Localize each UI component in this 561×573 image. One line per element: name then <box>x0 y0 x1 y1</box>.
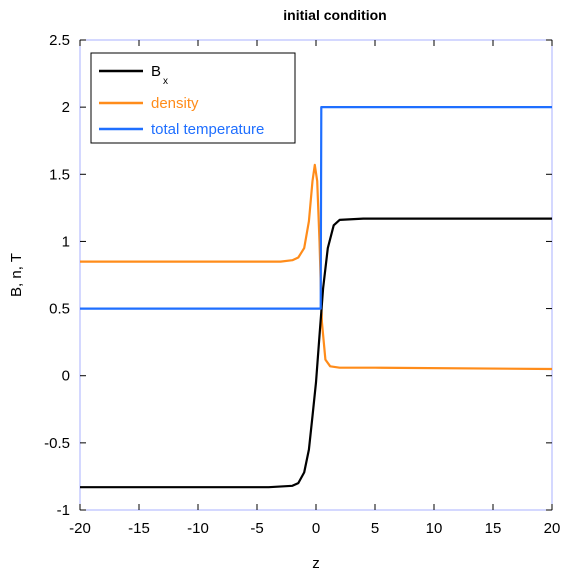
legend-label-bx-sub: x <box>163 76 168 87</box>
legend-label-density: density <box>151 95 199 112</box>
y-tick-label: -0.5 <box>44 435 70 452</box>
series-layer <box>80 105 553 489</box>
y-tick-label: 0.5 <box>49 301 70 318</box>
series-line-total-temperature <box>80 105 552 310</box>
legend-label-bx: Bx <box>151 63 168 87</box>
x-tick-label: -10 <box>187 520 209 537</box>
x-tick-label: 10 <box>426 520 443 537</box>
x-tick-label: 0 <box>312 520 320 537</box>
series-line-bx <box>80 217 552 489</box>
series-line-density <box>80 163 553 371</box>
y-tick-label: 0 <box>62 368 70 385</box>
x-tick-label: -20 <box>69 520 91 537</box>
x-tick-label: 20 <box>544 520 561 537</box>
x-tick-label: -15 <box>128 520 150 537</box>
x-tick-label: -5 <box>250 520 263 537</box>
y-axis-label: B, n, T <box>8 253 25 297</box>
chart-title: initial condition <box>283 7 386 23</box>
x-tick-label: 5 <box>371 520 379 537</box>
x-tick-label: 15 <box>485 520 502 537</box>
legend: Bx density total temperature <box>90 52 296 144</box>
y-tick-label: 2.5 <box>49 32 70 49</box>
y-tick-label: 2 <box>62 99 70 116</box>
x-axis-label: z <box>312 555 320 572</box>
y-tick-label: 1 <box>62 233 70 250</box>
legend-label-temperature: total temperature <box>151 121 264 138</box>
y-tick-label: -1 <box>57 502 70 519</box>
y-axis: -1 -0.5 0 0.5 1 1.5 2 2.5 <box>44 32 552 519</box>
x-axis: -20 -15 -10 -5 0 5 10 15 20 <box>69 40 560 537</box>
y-tick-label: 1.5 <box>49 166 70 183</box>
